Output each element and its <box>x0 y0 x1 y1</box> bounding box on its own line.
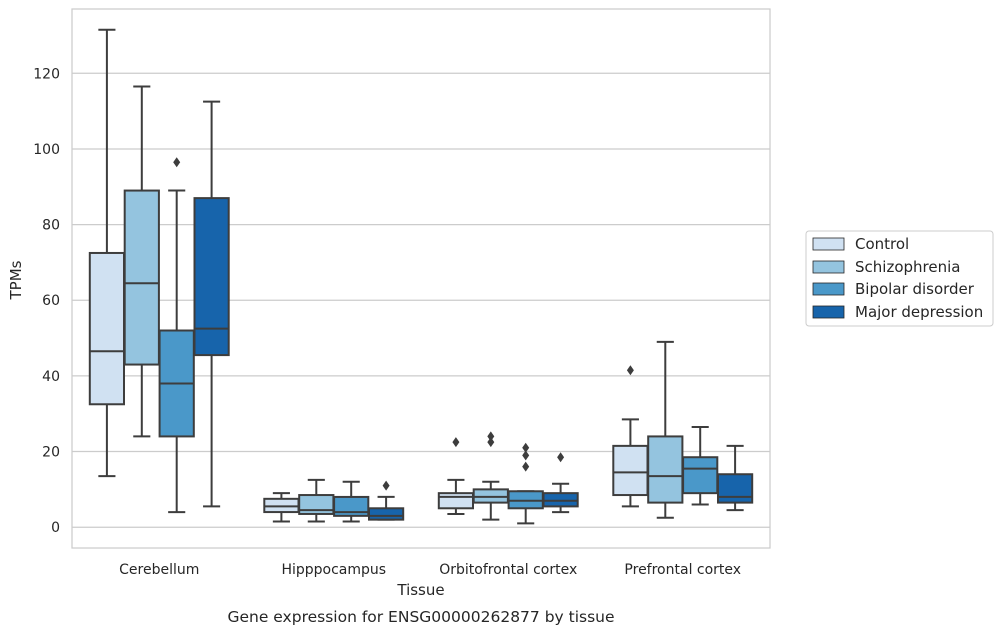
outlier-point <box>487 431 495 442</box>
y-tick-label: 40 <box>42 369 60 385</box>
box-bipolar-disorder-1 <box>333 480 370 523</box>
x-tick-label: Cerebellum <box>119 562 199 578</box>
outlier-point <box>487 437 495 448</box>
box-control-3 <box>612 365 649 508</box>
box-schizophrenia-2 <box>472 431 509 521</box>
legend-swatch-major-depression <box>812 305 845 319</box>
legend-swatch-control <box>812 237 845 251</box>
outlier-point <box>557 452 565 463</box>
box-control-0 <box>88 28 126 478</box>
x-tick-label: Hipppocampus <box>281 562 386 578</box>
legend: Control Schizophrenia Bipolar disorder M… <box>805 230 994 327</box>
y-tick-label: 20 <box>42 445 60 461</box>
x-axis-title: Tissue <box>396 581 444 599</box>
plot-frame <box>71 8 771 549</box>
box-control-2 <box>437 437 475 515</box>
box-major-depression-3 <box>716 444 754 512</box>
legend-swatch-bipolar-disorder <box>812 282 845 296</box>
x-tick-labels: Cerebellum Hipppocampus Orbitofrontal cort… <box>119 562 741 578</box>
box-schizophrenia-3 <box>647 340 684 519</box>
box-major-depression-1 <box>367 480 405 521</box>
box-bipolar-disorder-3 <box>682 425 719 506</box>
box-iqr <box>716 473 754 504</box>
box-schizophrenia-1 <box>298 478 335 523</box>
outlier-point <box>522 442 530 453</box>
box-iqr <box>123 189 160 366</box>
chart-caption: Gene expression for ENSG00000262877 by t… <box>227 608 614 626</box>
box-iqr <box>647 435 684 504</box>
x-tick-label: Orbitofrontal cortex <box>439 562 577 578</box>
outlier-point <box>522 461 530 472</box>
box-iqr <box>612 444 649 497</box>
outlier-point <box>626 365 634 376</box>
box-iqr <box>682 456 719 495</box>
y-axis-title: TPMs <box>7 260 25 300</box>
box-bipolar-disorder-2 <box>507 442 544 525</box>
box-major-depression-0 <box>193 100 230 508</box>
y-tick-label: 120 <box>33 66 60 82</box>
box-bipolar-disorder-0 <box>158 157 195 514</box>
box-major-depression-2 <box>542 452 579 514</box>
legend-label-bipolar-disorder: Bipolar disorder <box>855 280 975 298</box>
outlier-point <box>522 450 530 461</box>
legend-swatch-schizophrenia <box>812 260 845 274</box>
outlier-point <box>382 480 390 491</box>
y-tick-label: 100 <box>33 142 60 158</box>
outlier-point <box>452 437 460 448</box>
legend-label-schizophrenia: Schizophrenia <box>855 258 960 276</box>
box-control-1 <box>263 492 300 523</box>
box-iqr <box>367 507 405 521</box>
y-tick-label: 60 <box>42 293 60 309</box>
box-iqr <box>437 492 475 510</box>
y-tick-label: 0 <box>51 520 60 536</box>
outlier-point <box>173 157 181 168</box>
box-plots <box>88 28 754 525</box>
box-iqr <box>88 251 126 406</box>
box-schizophrenia-0 <box>123 85 160 438</box>
x-tick-label: Prefrontal cortex <box>624 562 741 578</box>
legend-frame <box>805 230 994 327</box>
y-tick-label: 80 <box>42 218 60 234</box>
y-tick-labels: 0 20 40 60 80 100 120 <box>33 66 60 536</box>
legend-label-major-depression: Major depression <box>855 303 983 321</box>
box-iqr <box>193 197 230 357</box>
legend-label-control: Control <box>855 235 909 253</box>
